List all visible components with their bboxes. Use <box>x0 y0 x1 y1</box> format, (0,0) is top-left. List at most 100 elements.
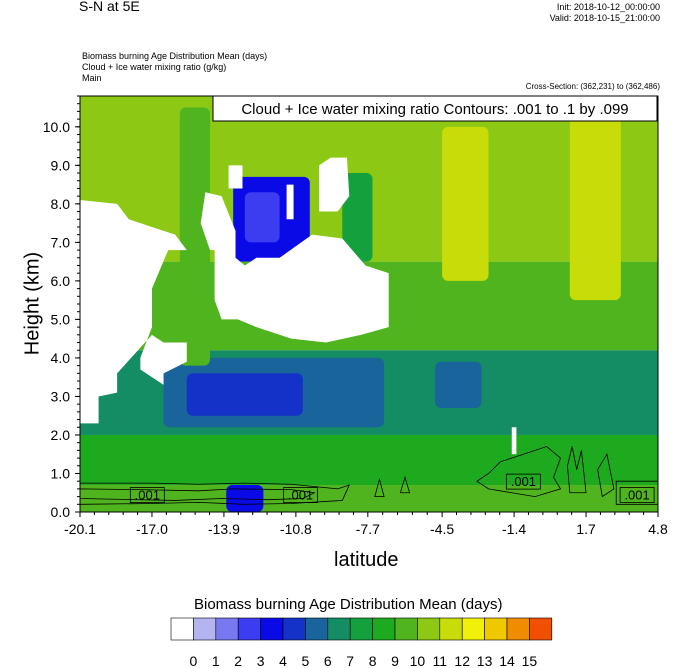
colorbar-title: Biomass burning Age Distribution Mean (d… <box>194 596 503 613</box>
x-tick-label-7: 1.7 <box>576 521 596 537</box>
colorbar-label-0: 0 <box>190 653 198 668</box>
colorbar-label-8: 8 <box>369 653 377 668</box>
x-tick-label-8: 4.8 <box>648 521 668 537</box>
x-tick-label-3: -10.8 <box>280 521 312 537</box>
field-patch-6 <box>342 173 373 262</box>
contour-info-text: Cloud + Ice water mixing ratio Contours:… <box>241 101 628 118</box>
colorbar-swatch-15 <box>506 617 530 641</box>
field-description-main: Main <box>82 73 102 83</box>
y-tick-label-0: 0.0 <box>51 504 71 520</box>
colorbar-label-11: 11 <box>433 653 448 668</box>
y-tick-label-2: 2.0 <box>51 427 71 443</box>
colorbar-swatch-16 <box>529 617 553 641</box>
contour-line-0 <box>80 482 351 505</box>
no-data-region-4 <box>511 427 517 455</box>
field-description-age: Biomass burning Age Distribution Mean (d… <box>82 51 268 61</box>
colorbar-swatch-1 <box>193 617 217 641</box>
colorbar-swatch-11 <box>417 617 441 641</box>
x-axis-label: latitude <box>334 549 399 571</box>
plot-title: S-N at 5E <box>79 0 140 14</box>
no-data-region-1 <box>319 157 350 212</box>
colorbar-swatch-2 <box>215 617 239 641</box>
svg-text:.001: .001 <box>135 488 160 503</box>
y-tick-label-4: 4.0 <box>51 350 71 366</box>
x-tick-label-2: -13.9 <box>208 521 240 537</box>
colorbar-label-10: 10 <box>410 653 426 668</box>
valid-time: Valid: 2018-10-15_21:00:00 <box>549 13 660 23</box>
colorbar-label-4: 4 <box>279 653 287 668</box>
field-patch-2 <box>435 361 482 408</box>
y-tick-label-8: 8.0 <box>51 196 71 212</box>
colorbar-label-5: 5 <box>302 653 310 668</box>
contour-line-1 <box>80 488 316 501</box>
field-patch-4 <box>244 192 280 243</box>
no-data-region-3 <box>286 184 294 220</box>
x-tick-label-4: -7.7 <box>356 521 380 537</box>
contour-info-box: Cloud + Ice water mixing ratio Contours:… <box>212 95 658 122</box>
colorbar-swatch-8 <box>349 617 373 641</box>
x-tick-label-1: -17.0 <box>136 521 168 537</box>
age-field-layer <box>80 96 658 512</box>
colorbar-label-1: 1 <box>212 653 220 668</box>
contour-line-7 <box>615 480 658 505</box>
y-axis-label: Height (km) <box>21 251 44 356</box>
contour-line-4 <box>476 446 562 498</box>
contour-line-3 <box>399 475 411 494</box>
axes: -20.1 -17.0 -13.9 -10.8 -7.7 -4.5 -1.4 1.7 4.8 0.… <box>43 95 668 537</box>
contour-value-label-0: .001 <box>129 487 165 503</box>
colorbar-swatch-9 <box>372 617 396 641</box>
colorbar-swatch-6 <box>305 617 329 641</box>
y-tick-label-1: 1.0 <box>51 465 71 481</box>
colorbar-swatch-4 <box>260 617 284 641</box>
contour-value-label-3: .001 <box>619 487 655 503</box>
y-tick-label-9: 9.0 <box>51 157 71 173</box>
colorbar-swatch-12 <box>439 617 463 641</box>
field-band-0 <box>80 485 658 512</box>
x-tick-label-0: -20.1 <box>64 521 96 537</box>
colorbar-swatch-0 <box>170 617 194 641</box>
no-data-region-2 <box>228 165 243 189</box>
svg-text:.001: .001 <box>511 474 536 489</box>
y-tick-label-7: 7.0 <box>51 234 71 250</box>
svg-text:.001: .001 <box>624 488 649 503</box>
colorbar-label-14: 14 <box>499 653 515 668</box>
colorbar-swatch-5 <box>282 617 306 641</box>
contour-line-6 <box>597 453 615 498</box>
colorbar-label-12: 12 <box>454 653 470 668</box>
y-tick-label-10: 10.0 <box>43 119 70 135</box>
svg-text:.001: .001 <box>288 488 313 503</box>
field-patch-1 <box>186 373 303 416</box>
colorbar-swatch-7 <box>327 617 351 641</box>
field-band-1 <box>80 434 658 486</box>
y-tick-label-3: 3.0 <box>51 388 71 404</box>
field-patch-5 <box>226 485 264 512</box>
init-time: Init: 2018-10-12_00:00:00 <box>556 2 660 12</box>
contour-line-5 <box>567 446 587 494</box>
colorbar-label-6: 6 <box>324 653 332 668</box>
contour-value-label-2: .001 <box>505 473 541 490</box>
colorbar: 0 1 2 3 4 5 6 7 8 9 10 11 12 13 14 15 <box>170 617 553 668</box>
x-tick-label-5: -4.5 <box>430 521 454 537</box>
cross-section-label: Cross-Section: (362,231) to (362,486) <box>525 82 660 91</box>
colorbar-swatch-3 <box>237 617 261 641</box>
colorbar-label-15: 15 <box>522 653 538 668</box>
field-description-cloud: Cloud + Ice water mixing ratio (g/kg) <box>82 62 227 72</box>
colorbar-swatch-10 <box>394 617 418 641</box>
colorbar-label-13: 13 <box>477 653 493 668</box>
y-tick-label-6: 6.0 <box>51 273 71 289</box>
contour-layer: .001 .001 .001 .001 <box>80 446 658 505</box>
contour-line-2 <box>374 477 385 497</box>
colorbar-swatch-13 <box>461 617 485 641</box>
colorbar-swatch-14 <box>484 617 508 641</box>
colorbar-label-3: 3 <box>257 653 265 668</box>
y-tick-label-5: 5.0 <box>51 311 71 327</box>
field-patch-9 <box>569 96 621 301</box>
x-tick-label-6: -1.4 <box>502 521 526 537</box>
contour-value-label-1: .001 <box>283 487 318 503</box>
no-data-region-0 <box>80 192 389 424</box>
field-patch-10 <box>179 107 210 366</box>
colorbar-label-9: 9 <box>391 653 399 668</box>
colorbar-label-7: 7 <box>346 653 354 668</box>
field-patch-8 <box>442 126 489 281</box>
